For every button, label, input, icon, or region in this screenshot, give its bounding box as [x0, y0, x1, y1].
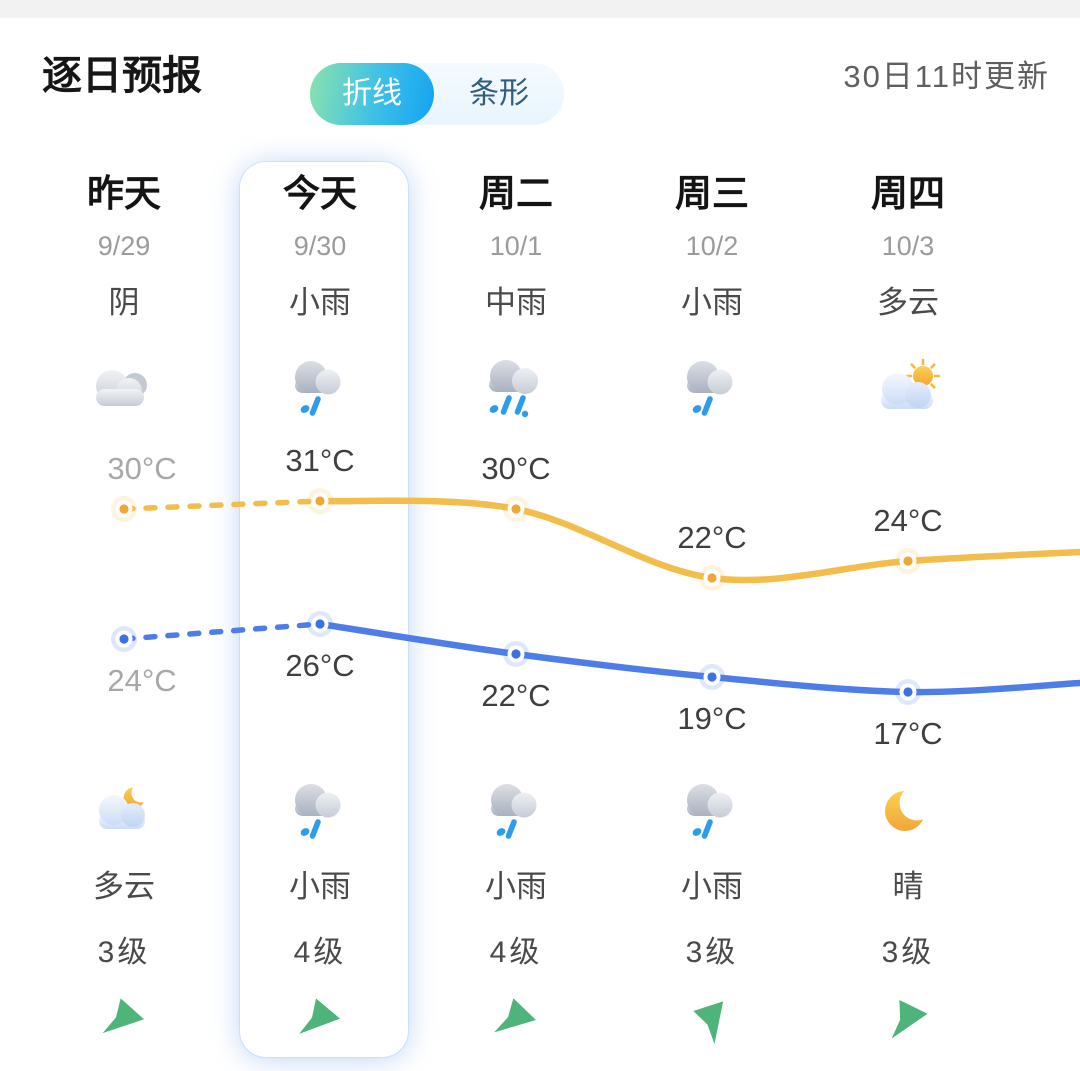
day-name: 周二 — [479, 173, 553, 214]
night-column-tuesday[interactable]: 小雨 4级 — [418, 770, 614, 1050]
header: 逐日预报 折线 条形 30日11时更新 — [0, 18, 1080, 135]
light-rain-icon — [222, 770, 418, 854]
night-column-thursday[interactable]: 晴 3级 — [810, 770, 1006, 1050]
day-column-thursday[interactable]: 周四 10/3 多云 — [810, 162, 1006, 444]
wind-direction-icon — [810, 986, 1006, 1050]
day-date: 10/3 — [881, 231, 935, 261]
toggle-bar-option[interactable]: 条形 — [469, 77, 529, 110]
day-condition: 小雨 — [289, 285, 351, 320]
night-condition: 多云 — [93, 869, 155, 904]
chart-type-toggle[interactable]: 折线 条形 — [310, 63, 564, 125]
day-condition: 多云 — [877, 285, 939, 320]
night-column-yesterday[interactable]: 多云 3级 — [26, 770, 222, 1050]
wind-direction-icon — [418, 986, 614, 1050]
toggle-line-option[interactable]: 折线 — [310, 63, 434, 125]
low-temp-label: 19°C — [677, 701, 747, 736]
wind-direction-icon — [222, 986, 418, 1050]
high-temp-label: 30°C — [107, 451, 177, 486]
high-temp-label: 22°C — [677, 520, 747, 555]
top-strip — [0, 0, 1080, 18]
today-highlight-card — [240, 162, 408, 1057]
day-column-yesterday[interactable]: 昨天 9/29 阴 — [26, 162, 222, 444]
partly-cloudy-day-icon — [810, 334, 1006, 444]
day-name: 周三 — [675, 173, 749, 214]
light-rain-icon — [614, 334, 810, 444]
wind-direction-icon — [26, 986, 222, 1050]
low-temp-label: 22°C — [481, 678, 551, 713]
night-column-today[interactable]: 小雨 4级 — [222, 770, 418, 1050]
low-temp-label: 24°C — [107, 663, 177, 698]
night-condition: 小雨 — [485, 869, 547, 904]
high-temp-label: 24°C — [873, 503, 943, 538]
night-column-wednesday[interactable]: 小雨 3级 — [614, 770, 810, 1050]
moderate-rain-icon — [418, 334, 614, 444]
wind-level: 4级 — [489, 936, 543, 969]
wind-level: 3级 — [685, 936, 739, 969]
update-time: 30日11时更新 — [843, 59, 1050, 94]
day-condition: 阴 — [108, 285, 140, 320]
high-temp-label: 30°C — [481, 451, 551, 486]
wind-level: 3级 — [97, 936, 151, 969]
day-date: 10/1 — [489, 231, 543, 261]
day-column-today[interactable]: 今天 9/30 小雨 — [222, 162, 418, 444]
day-column-tuesday[interactable]: 周二 10/1 中雨 — [418, 162, 614, 444]
day-date: 9/30 — [293, 231, 347, 261]
day-columns-top: 昨天 9/29 阴 今天 9/30 小雨 周二 10/1 中雨 — [26, 162, 1006, 444]
light-rain-icon — [614, 770, 810, 854]
day-date: 9/29 — [97, 231, 151, 261]
wind-level: 3级 — [881, 936, 935, 969]
page-title: 逐日预报 — [42, 54, 202, 98]
day-columns-bottom: 多云 3级 小雨 4级 小雨 4级 — [26, 770, 1006, 1050]
night-condition: 晴 — [892, 869, 924, 904]
wind-direction-icon — [614, 986, 810, 1050]
day-date: 10/2 — [685, 231, 739, 261]
clear-night-icon — [810, 770, 1006, 854]
day-name: 今天 — [283, 173, 357, 214]
night-condition: 小雨 — [289, 869, 351, 904]
low-temp-label: 17°C — [873, 716, 943, 751]
day-column-wednesday[interactable]: 周三 10/2 小雨 — [614, 162, 810, 444]
day-condition: 小雨 — [681, 285, 743, 320]
night-condition: 小雨 — [681, 869, 743, 904]
cloudy-night-icon — [26, 770, 222, 854]
wind-level: 4级 — [293, 936, 347, 969]
light-rain-icon — [418, 770, 614, 854]
day-name: 昨天 — [87, 173, 161, 214]
day-name: 周四 — [871, 173, 945, 214]
overcast-icon — [26, 334, 222, 444]
light-rain-icon — [222, 334, 418, 444]
day-condition: 中雨 — [485, 285, 547, 320]
